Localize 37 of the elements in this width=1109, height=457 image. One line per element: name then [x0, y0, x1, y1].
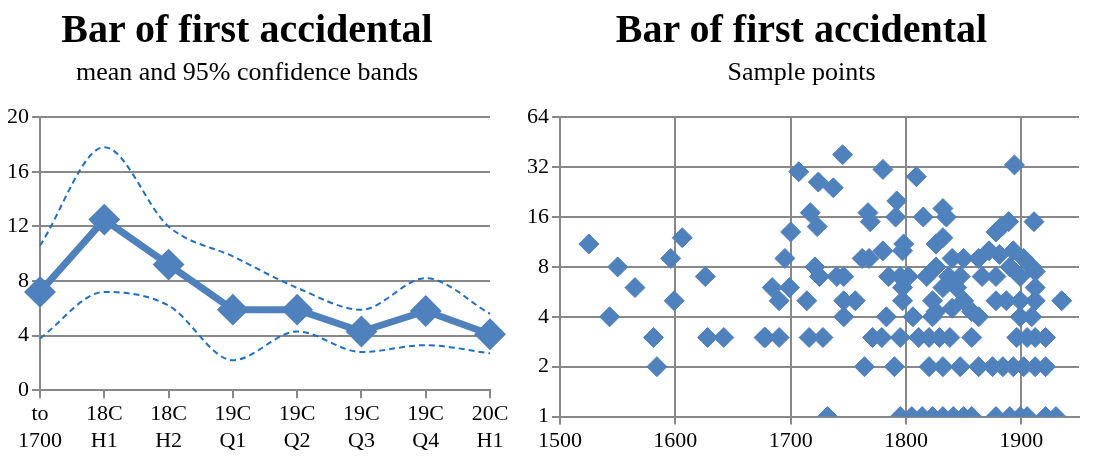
- x-tick-label: 1500: [538, 426, 582, 452]
- point: [282, 295, 312, 325]
- point: [346, 317, 376, 347]
- y-tick-label: 16: [7, 157, 29, 183]
- point: [411, 296, 441, 326]
- y-tick-label: 4: [18, 321, 29, 347]
- x-tick-label: 1700: [768, 426, 813, 452]
- y-tick-label: 8: [18, 266, 29, 292]
- y-tick-label: 16: [527, 202, 549, 228]
- chart-title: Bar of first accidental: [615, 6, 988, 52]
- point: [89, 205, 119, 235]
- chart-title: Bar of first accidental: [61, 6, 433, 52]
- x-tick-label: 1800: [884, 426, 928, 452]
- x-tick-label: 20C H1: [471, 400, 509, 452]
- x-tick-label: 19C Q1: [214, 400, 252, 452]
- x-tick-label: 18C H2: [150, 400, 187, 452]
- x-tick-label: 18C H1: [85, 400, 123, 452]
- y-tick-label: 64: [527, 102, 549, 128]
- y-tick-label: 0: [18, 375, 29, 401]
- y-tick-label: 20: [7, 102, 29, 128]
- point: [154, 250, 184, 280]
- y-tick-label: 12: [7, 212, 29, 238]
- y-tick-label: 2: [538, 352, 549, 378]
- y-tick-label: 1: [538, 402, 549, 428]
- y-tick-label: 4: [538, 302, 549, 328]
- y-tick-label: 8: [538, 252, 549, 278]
- point: [475, 319, 505, 349]
- x-tick-label: to 1700: [18, 400, 62, 452]
- x-tick-label: 19C Q4: [407, 400, 445, 452]
- chart-subtitle: mean and 95% confidence bands: [75, 57, 419, 87]
- x-tick-label: 19C Q3: [343, 400, 380, 452]
- y-tick-label: 32: [527, 152, 549, 178]
- x-tick-label: 1900: [999, 426, 1044, 452]
- point: [218, 295, 248, 325]
- x-tick-label: 19C Q2: [278, 400, 316, 452]
- chart-subtitle: Sample points: [727, 57, 876, 87]
- x-tick-label: 1600: [653, 426, 698, 452]
